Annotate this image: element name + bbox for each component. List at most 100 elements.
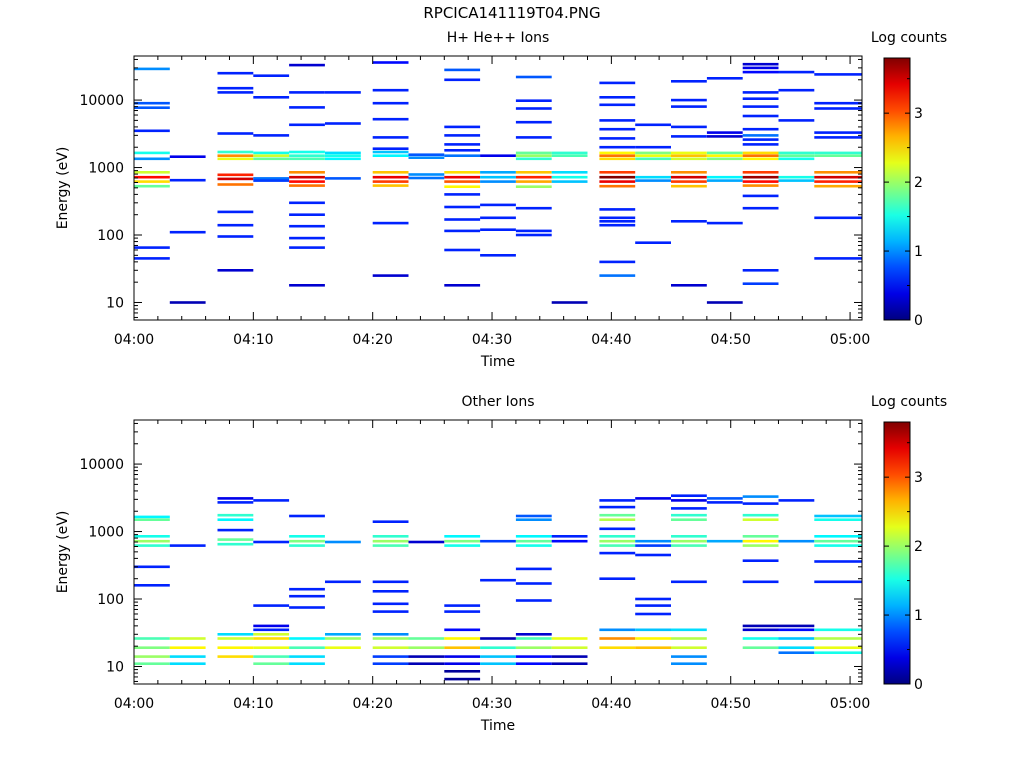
heatmap-cell xyxy=(515,646,552,649)
heatmap-cell xyxy=(134,515,170,519)
heatmap-cell xyxy=(325,151,361,155)
heatmap-cell xyxy=(134,67,170,71)
heatmap-cell xyxy=(444,185,481,188)
y-tick-label: 100 xyxy=(97,228,124,244)
y-tick-label: 10000 xyxy=(79,93,124,109)
heatmap-cell xyxy=(671,539,707,543)
heatmap-cell xyxy=(515,136,552,139)
heatmap-cell xyxy=(599,96,636,99)
heatmap-cell xyxy=(742,143,779,146)
heatmap-cell xyxy=(706,154,743,157)
heatmap-cell xyxy=(515,171,552,174)
heatmap-cell xyxy=(480,154,516,157)
heatmap-cell xyxy=(169,155,206,158)
heatmap-cell xyxy=(289,106,325,109)
heatmap-cell xyxy=(671,171,707,174)
heatmap-cell xyxy=(169,178,206,182)
heatmap-cell xyxy=(289,154,325,157)
heatmap-cell xyxy=(742,62,779,66)
colorbar-tick-label: 0 xyxy=(914,677,923,693)
heatmap-cell xyxy=(671,220,707,223)
heatmap-cell xyxy=(742,171,779,174)
heatmap-cell xyxy=(742,282,779,285)
heatmap-cell xyxy=(551,171,588,174)
heatmap-cell xyxy=(134,584,170,587)
heatmap-cell xyxy=(551,175,588,179)
heatmap-cell xyxy=(169,637,206,640)
heatmap-cell xyxy=(217,183,254,186)
heatmap-cell xyxy=(217,542,254,546)
heatmap-cell xyxy=(253,157,290,161)
heatmap-cell xyxy=(599,544,636,547)
heatmap-cell xyxy=(289,180,325,183)
heatmap-cell xyxy=(372,274,409,277)
heatmap-cell xyxy=(253,179,290,182)
heatmap-cell xyxy=(814,539,862,543)
heatmap-cell xyxy=(480,662,516,665)
heatmap-cell xyxy=(515,655,552,658)
heatmap-cell xyxy=(289,184,325,187)
heatmap-cell xyxy=(742,70,779,74)
heatmap-cell xyxy=(706,501,743,504)
heatmap-cell xyxy=(599,260,636,264)
heatmap-cell xyxy=(635,628,671,632)
heatmap-cell xyxy=(444,670,481,673)
heatmap-cell xyxy=(599,119,636,122)
heatmap-cell xyxy=(515,539,552,543)
heatmap-cell xyxy=(289,539,325,543)
x-tick-label: 04:40 xyxy=(591,332,631,348)
heatmap-cell xyxy=(289,91,325,94)
heatmap-cell xyxy=(444,68,481,72)
heatmap-cell xyxy=(778,624,815,628)
heatmap-cell xyxy=(814,151,862,155)
heatmap-cells xyxy=(134,61,862,304)
heatmap-cell xyxy=(814,136,862,139)
heatmap-cell xyxy=(217,91,254,94)
heatmap-cell xyxy=(444,205,481,209)
heatmap-cell xyxy=(742,91,779,94)
heatmap-cell xyxy=(217,528,254,532)
heatmap-cell xyxy=(253,628,290,632)
heatmap-cell xyxy=(134,175,170,179)
heatmap-cell xyxy=(778,157,815,161)
heatmap-cell xyxy=(480,216,516,220)
heatmap-cell xyxy=(408,173,445,176)
heatmap-cell xyxy=(444,539,481,543)
heatmap-cell xyxy=(444,134,481,137)
x-tick-label: 04:00 xyxy=(114,696,154,712)
heatmap-cell xyxy=(599,535,636,538)
heatmap-cell xyxy=(480,228,516,231)
heatmap-cell xyxy=(706,135,743,138)
heatmap-cell xyxy=(480,175,516,179)
heatmap-cell xyxy=(480,203,516,207)
heatmap-cell xyxy=(814,171,862,174)
heatmap-cell xyxy=(169,655,206,658)
heatmap-cell xyxy=(325,580,361,584)
heatmap-cell xyxy=(134,544,170,547)
heatmap-cell xyxy=(635,497,671,500)
heatmap-cell xyxy=(169,230,206,234)
y-tick-label: 10 xyxy=(106,295,124,311)
heatmap-cell xyxy=(515,233,552,237)
heatmap-cell xyxy=(169,646,206,649)
plot-frame xyxy=(133,55,863,321)
heatmap-cell xyxy=(515,544,552,547)
heatmap-cell xyxy=(599,499,636,502)
heatmap-cell xyxy=(253,96,290,99)
heatmap-cell xyxy=(742,114,779,118)
chart-h-he-ions: H+ He++ Ions 04:00 04:10 04:20 04:30 04:40 04:… xyxy=(55,30,947,370)
y-tick-label: 10000 xyxy=(79,457,124,473)
heatmap-cell xyxy=(599,208,636,211)
heatmap-cell xyxy=(217,223,254,227)
heatmap-cell xyxy=(480,578,516,582)
heatmap-cell xyxy=(169,301,206,304)
heatmap-cell xyxy=(134,539,170,543)
heatmap-cell xyxy=(814,628,862,632)
heatmap-cell xyxy=(671,518,707,521)
heatmap-cell xyxy=(635,179,671,182)
heatmap-cell xyxy=(169,544,206,547)
heatmap-cell xyxy=(671,157,707,161)
heatmap-cell xyxy=(408,176,445,180)
heatmap-cell xyxy=(408,662,445,665)
heatmap-cell xyxy=(134,518,170,521)
